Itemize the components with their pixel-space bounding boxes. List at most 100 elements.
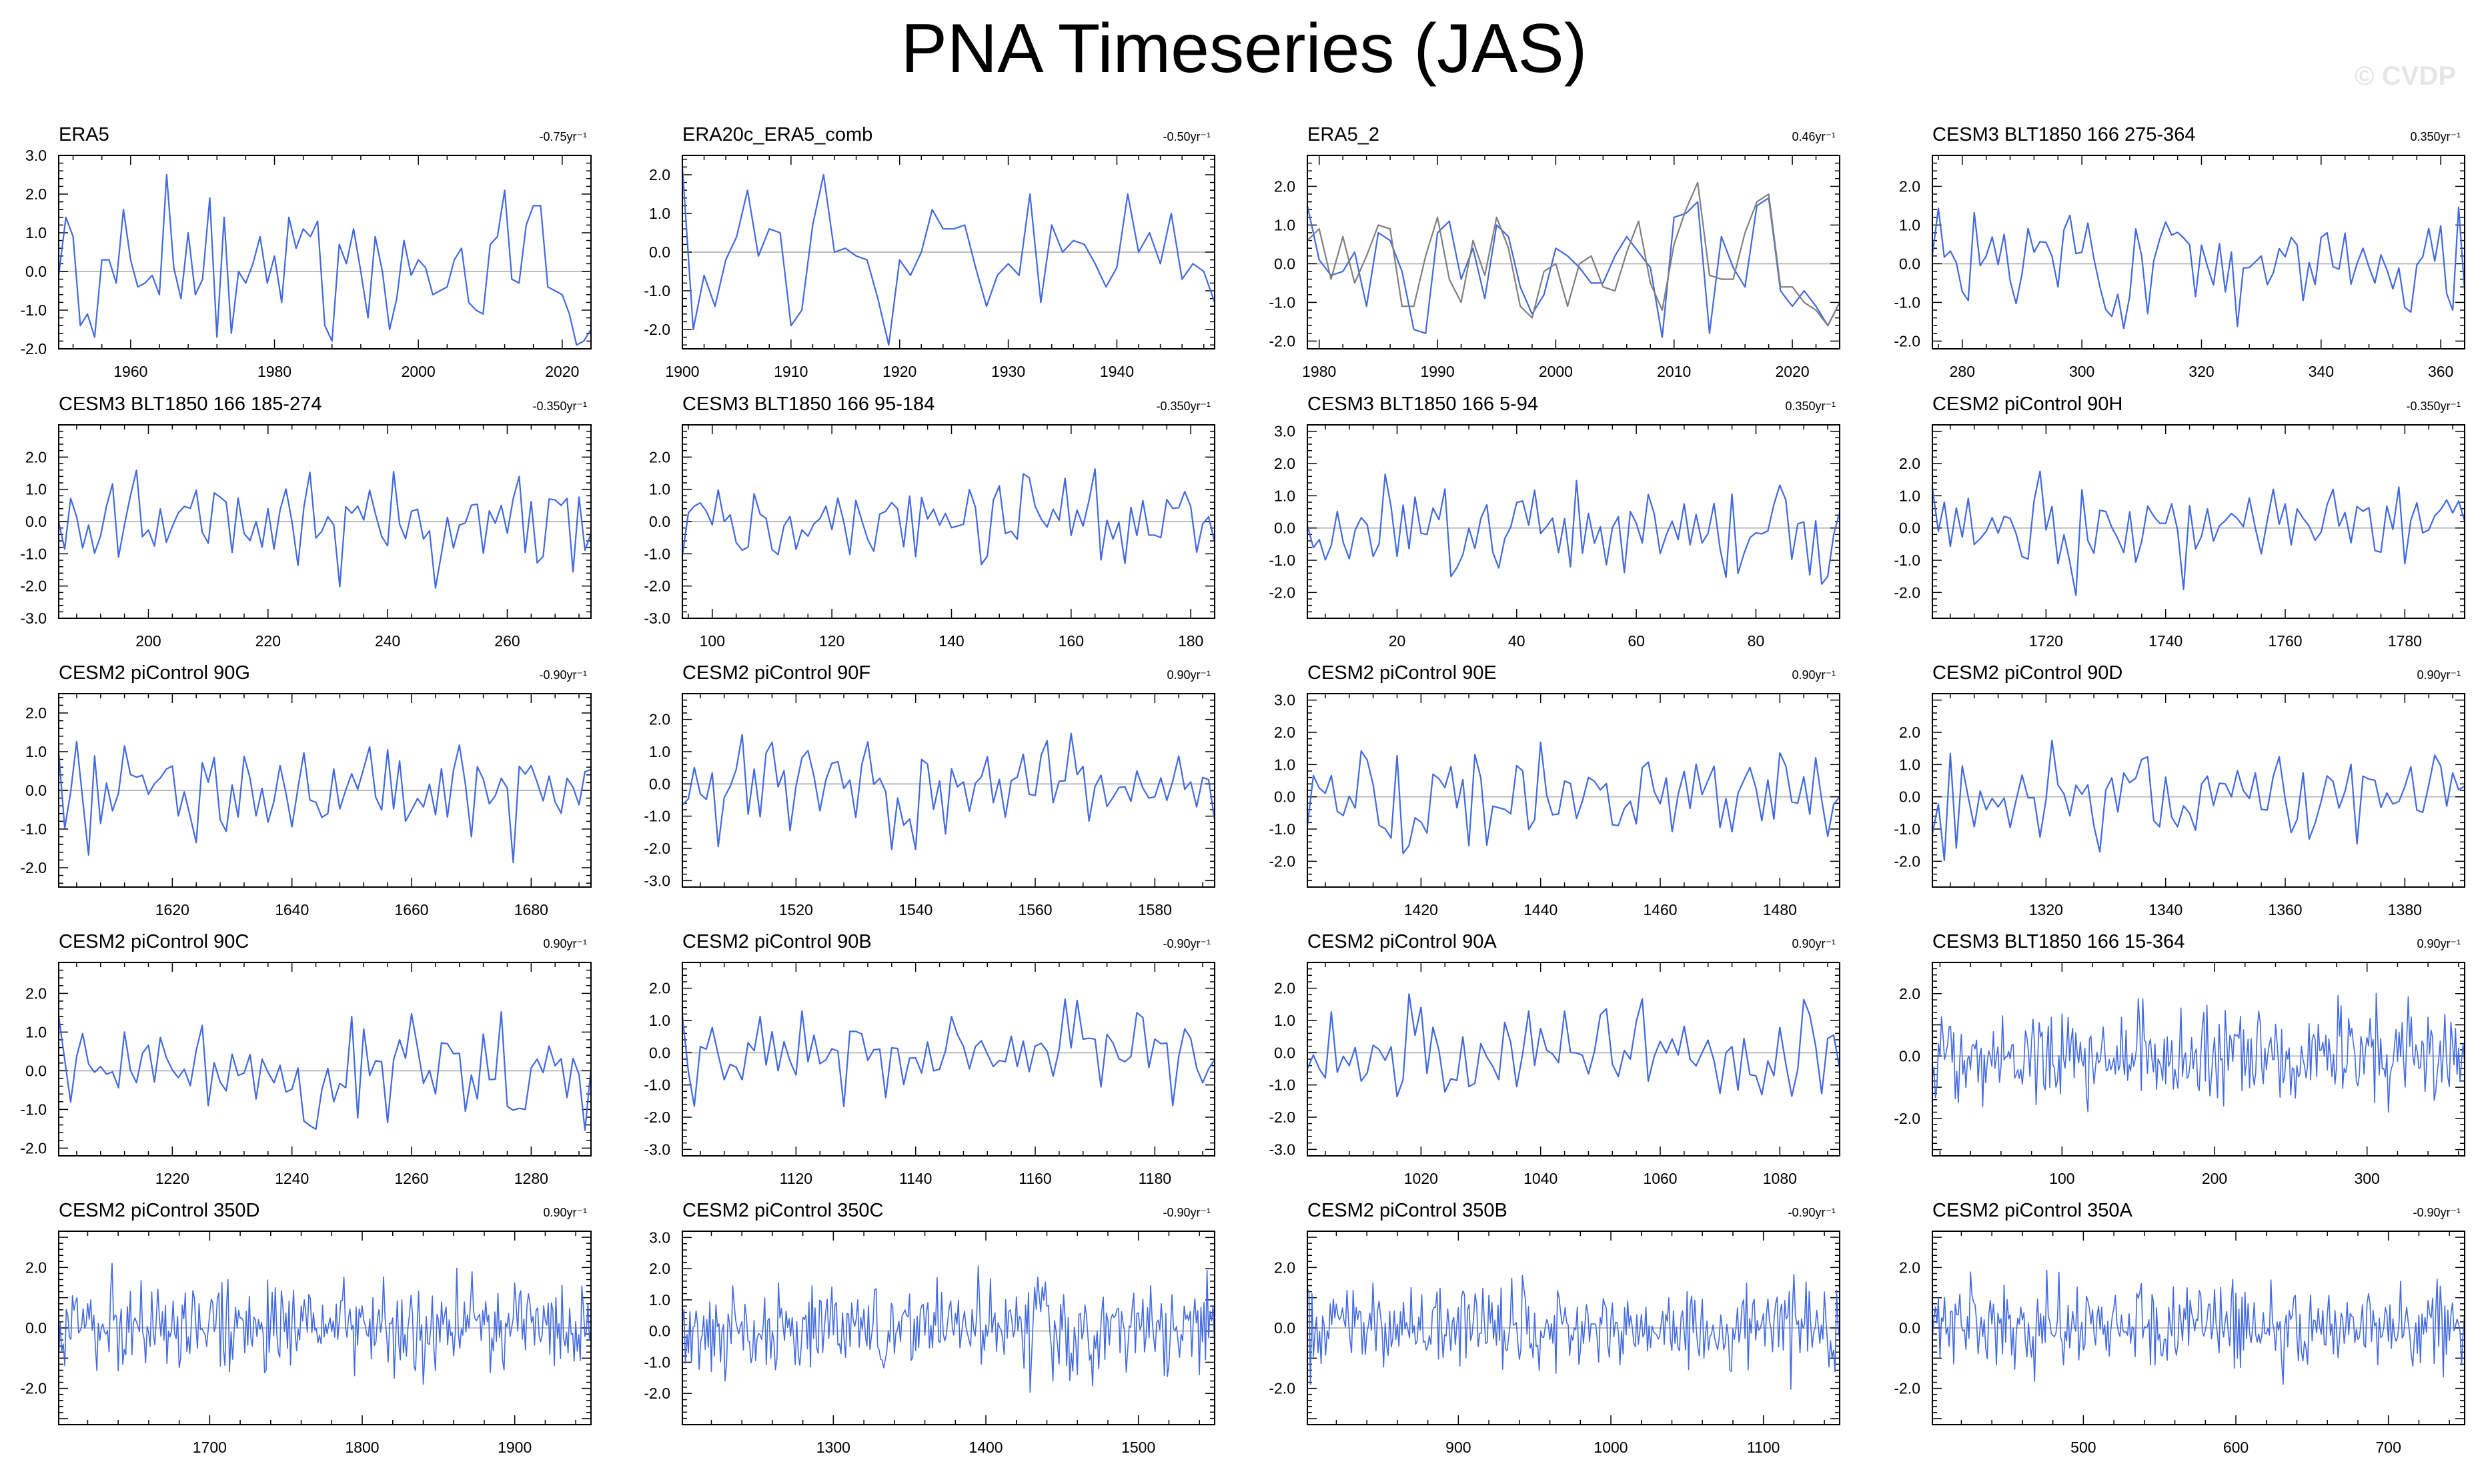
series-line [682,732,1216,850]
series-line [1931,739,2465,862]
y-tick-label: 0.0 [25,1319,47,1337]
y-tick-label: 2.0 [649,448,670,466]
x-tick-label: 1240 [275,1170,309,1187]
y-tick-label: -1.0 [20,820,47,838]
x-tick-label: 1500 [1121,1439,1155,1456]
plot-frame [1307,962,1840,1157]
panel-10: CESM2 piControl 90E 0.90yr⁻¹ -2.0 -1.0 0.0 1.… [1269,662,1840,918]
series-line [1306,993,1841,1098]
plot-frame [682,962,1215,1157]
panel-19: CESM2 piControl 350A -0.90yr⁻¹ -2.0 0.0 2.0 5… [1894,1200,2465,1456]
y-tick-label: 2.0 [25,185,47,203]
y-tick-label: 0.0 [649,1044,670,1061]
trend-label: -0.75yr⁻¹ [539,130,587,143]
panel-title: CESM2 piControl 350A [1932,1200,2132,1221]
panel-8: CESM2 piControl 90G -0.90yr⁻¹ -2.0 -1.0 0.0 1… [20,662,592,918]
y-tick-label: 2.0 [649,980,670,997]
y-tick-label: 1.0 [1274,487,1295,504]
x-tick-label: 1260 [394,1170,428,1187]
panel-1: ERA20c_ERA5_comb -0.50yr⁻¹ -2.0 -1.0 0.0 1.0 2… [644,124,1216,380]
y-tick-label: -1.0 [644,1353,670,1371]
x-tick-label: 1180 [1139,1170,1171,1187]
x-tick-label: 280 [1950,363,1975,380]
x-tick-label: 200 [135,632,161,650]
series-line [1307,1274,1840,1390]
x-tick-label: 700 [2375,1439,2401,1456]
x-tick-label: 1680 [514,901,548,918]
y-tick-label: -2.0 [1269,1380,1295,1397]
x-tick-label: 1640 [275,901,309,918]
y-tick-label: 2.0 [1274,980,1295,997]
panel-7: CESM2 piControl 90H -0.350yr⁻¹ -2.0 -1.0 0.0… [1894,394,2466,650]
x-tick-label: 60 [1628,632,1645,650]
overlay-series-line [1307,181,1840,327]
x-tick-label: 1020 [1404,1170,1438,1187]
series-line [57,173,592,346]
x-tick-label: 2010 [1657,363,1691,380]
trend-label: -0.90yr⁻¹ [1163,937,1211,950]
y-tick-label: -2.0 [644,1385,670,1402]
y-tick-label: 1.0 [649,205,670,222]
trend-label: 0.90yr⁻¹ [2417,937,2461,950]
panel-title: CESM2 piControl 90D [1932,662,2122,684]
y-tick-label: 0.0 [1899,1047,1920,1064]
x-tick-label: 1980 [1302,363,1336,380]
y-tick-label: -2.0 [1269,584,1295,601]
x-tick-label: 1940 [1100,363,1134,380]
y-tick-label: 0.0 [1274,520,1295,537]
series-line [1932,1269,2465,1385]
y-tick-label: -2.0 [1894,852,1920,870]
y-tick-label: 0.0 [1899,255,1920,272]
x-tick-label: 1560 [1018,901,1052,918]
panel-title: CESM3 BLT1850 166 5-94 [1307,394,1538,415]
x-tick-label: 1540 [898,901,932,918]
x-tick-label: 340 [2309,363,2334,380]
plot-frame [1932,693,2465,888]
x-tick-label: 20 [1389,632,1406,650]
y-tick-label: 3.0 [1274,692,1295,709]
y-tick-label: -1.0 [20,1100,47,1118]
panel-18: CESM2 piControl 350B -0.90yr⁻¹ -2.0 0.0 2.0 9… [1269,1200,1840,1456]
x-tick-label: 80 [1748,632,1765,650]
panel-title: CESM3 BLT1850 166 15-364 [1932,931,2185,952]
panel-title: CESM2 piControl 90F [682,662,870,684]
trend-label: -0.90yr⁻¹ [1788,1206,1836,1219]
y-tick-label: -1.0 [1894,293,1920,311]
y-tick-label: 2.0 [1274,177,1295,195]
panel-title: CESM2 piControl 90C [59,931,249,952]
x-tick-label: 1960 [113,363,147,380]
y-tick-label: 2.0 [1274,1259,1295,1276]
y-tick-label: 1.0 [25,1023,47,1040]
x-tick-label: 2020 [1775,363,1809,380]
y-tick-label: 1.0 [25,224,47,241]
panel-title: CESM2 piControl 90H [1932,394,2122,415]
panel-title: CESM2 piControl 350D [59,1200,259,1221]
x-tick-label: 100 [700,632,725,650]
x-tick-label: 1980 [257,363,291,380]
x-tick-label: 1900 [498,1439,532,1456]
panel-title: CESM2 piControl 90E [1307,662,1497,684]
y-tick-label: 0.0 [1274,1044,1295,1061]
x-tick-label: 240 [375,632,400,650]
panel-17: CESM2 piControl 350C -0.90yr⁻¹ -2.0 -1.0 0.0… [644,1200,1215,1456]
y-tick-label: -2.0 [644,1108,670,1126]
x-tick-label: 1040 [1523,1170,1558,1187]
y-tick-label: -2.0 [644,840,670,857]
trend-label: 0.350yr⁻¹ [1785,400,1836,413]
plot-frame [682,155,1215,349]
y-tick-label: -2.0 [20,1380,47,1397]
x-tick-label: 1300 [816,1439,850,1456]
y-tick-label: -3.0 [644,610,670,627]
trend-label: -0.350yr⁻¹ [532,400,587,413]
plot-frame [1307,424,1840,619]
y-tick-label: -2.0 [1269,332,1295,349]
y-tick-label: -2.0 [1894,1380,1920,1397]
x-tick-label: 260 [494,632,520,650]
trend-label: -0.350yr⁻¹ [1156,400,1211,413]
panel-title: ERA20c_ERA5_comb [682,124,872,145]
panel-5: CESM3 BLT1850 166 95-184 -0.350yr⁻¹ -3.0 -2… [644,394,1216,650]
panel-title: CESM2 piControl 350B [1307,1200,1507,1221]
watermark: © CVDP [2355,61,2456,91]
y-tick-label: -2.0 [1894,1110,1920,1127]
y-tick-label: -1.0 [644,282,670,299]
